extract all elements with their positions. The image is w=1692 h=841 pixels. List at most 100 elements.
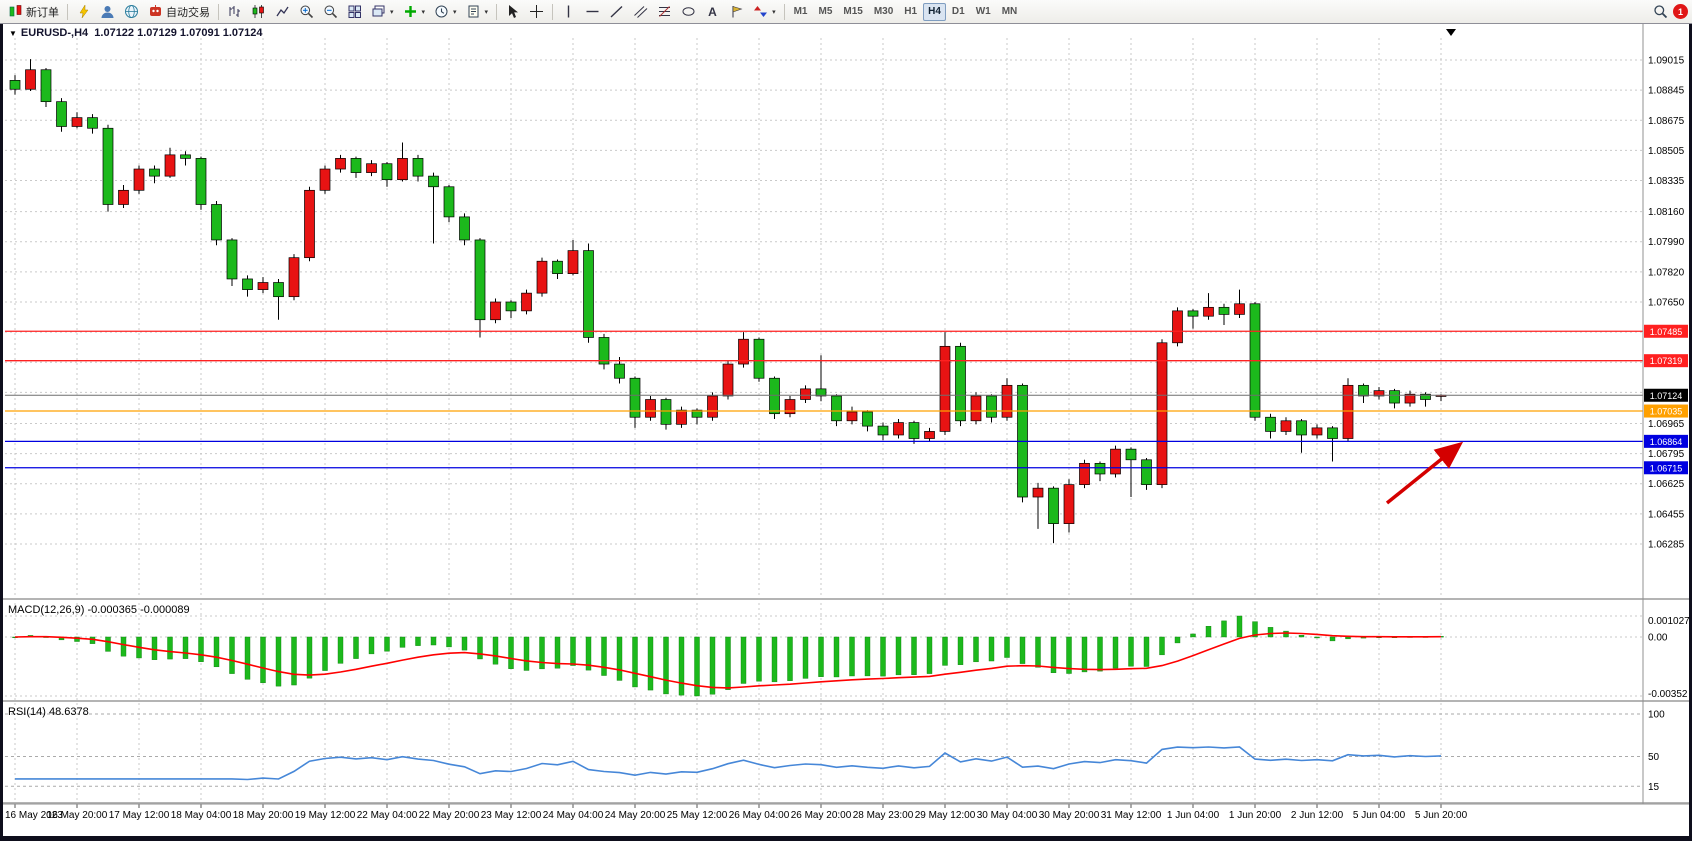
vertical-line-tool-button[interactable] bbox=[557, 2, 580, 22]
crosshair-tool-button[interactable] bbox=[525, 2, 548, 22]
separator bbox=[496, 3, 498, 20]
fibonacci-tool-button[interactable] bbox=[653, 2, 676, 22]
svg-text:MACD(12,26,9) -0.000365 -0.000: MACD(12,26,9) -0.000365 -0.000089 bbox=[8, 604, 190, 616]
svg-text:1.07319: 1.07319 bbox=[1650, 356, 1683, 366]
channel-tool-button[interactable] bbox=[629, 2, 652, 22]
arrow-annotation bbox=[1385, 441, 1464, 505]
text-label-tool-button[interactable] bbox=[725, 2, 748, 22]
templates-button[interactable]: ▾ bbox=[462, 2, 493, 22]
website-button[interactable] bbox=[120, 2, 143, 22]
timeframe-d1-button[interactable]: D1 bbox=[947, 3, 970, 21]
svg-text:-0.00352: -0.00352 bbox=[1648, 689, 1688, 700]
label-icon bbox=[732, 6, 743, 18]
chevron-down-icon: ▾ bbox=[390, 8, 394, 16]
cursor-tool-button[interactable] bbox=[501, 2, 524, 22]
svg-text:1.07650: 1.07650 bbox=[1648, 298, 1685, 309]
svg-text:22 May 04:00: 22 May 04:00 bbox=[357, 810, 418, 821]
zoom-out-icon bbox=[324, 5, 338, 19]
periods-button[interactable]: ▾ bbox=[430, 2, 461, 22]
svg-text:1.06864: 1.06864 bbox=[1650, 437, 1683, 447]
timeframe-m5-button[interactable]: M5 bbox=[813, 3, 837, 21]
cascade-windows-icon bbox=[372, 5, 385, 17]
community-button[interactable] bbox=[96, 2, 119, 22]
globe-icon bbox=[125, 5, 138, 18]
horizontal-line-tool-button[interactable] bbox=[581, 2, 604, 22]
svg-text:1.06625: 1.06625 bbox=[1648, 479, 1685, 490]
metaeditor-button[interactable] bbox=[72, 2, 95, 22]
svg-text:5 Jun 04:00: 5 Jun 04:00 bbox=[1353, 810, 1406, 821]
svg-text:RSI(14) 48.6378: RSI(14) 48.6378 bbox=[8, 706, 89, 718]
bar-chart-mode-button[interactable] bbox=[223, 2, 246, 22]
arrows-tool-button[interactable]: ▾ bbox=[749, 2, 780, 22]
svg-text:1.09015: 1.09015 bbox=[1648, 56, 1685, 67]
line-chart-mode-button[interactable] bbox=[271, 2, 294, 22]
svg-text:16 May 20:00: 16 May 20:00 bbox=[47, 810, 108, 821]
trendline-icon bbox=[610, 5, 623, 18]
svg-text:100: 100 bbox=[1648, 710, 1665, 721]
search-icon bbox=[1654, 5, 1668, 19]
autotrading-icon bbox=[150, 5, 161, 16]
separator bbox=[218, 3, 219, 20]
text-icon: A bbox=[708, 5, 717, 19]
svg-text:0.00: 0.00 bbox=[1648, 632, 1668, 643]
timeframe-group: M1 M5 M15 M30 H1 H4 D1 W1 MN bbox=[789, 2, 1023, 21]
svg-text:A: A bbox=[708, 5, 717, 19]
timeframe-mn-button[interactable]: MN bbox=[997, 3, 1023, 21]
zoom-in-icon bbox=[300, 5, 314, 19]
templates-icon bbox=[468, 5, 479, 18]
vertical-line-icon bbox=[567, 5, 570, 18]
chart-window: ▼ EURUSD-,H4 1.07122 1.07129 1.07091 1.07… bbox=[3, 24, 1690, 836]
timeframe-m1-button[interactable]: M1 bbox=[789, 3, 813, 21]
text-tool-button[interactable]: A bbox=[701, 2, 724, 22]
svg-text:18 May 04:00: 18 May 04:00 bbox=[171, 810, 232, 821]
arrows-icon bbox=[754, 6, 768, 17]
svg-text:1 Jun 04:00: 1 Jun 04:00 bbox=[1167, 810, 1220, 821]
notification-badge[interactable]: 1 bbox=[1673, 4, 1688, 19]
svg-text:1.07124: 1.07124 bbox=[1650, 391, 1683, 401]
chevron-down-icon: ▾ bbox=[772, 8, 776, 16]
user-icon bbox=[101, 6, 114, 18]
autotrading-label: 自动交易 bbox=[166, 6, 210, 19]
timeframe-m30-button[interactable]: M30 bbox=[869, 3, 898, 21]
svg-text:1.06285: 1.06285 bbox=[1648, 540, 1685, 551]
indicators-button[interactable]: ▾ bbox=[399, 2, 430, 22]
autotrading-button[interactable]: 自动交易 bbox=[144, 2, 214, 22]
candlestick-mode-button[interactable] bbox=[247, 2, 270, 22]
svg-text:30 May 20:00: 30 May 20:00 bbox=[1039, 810, 1100, 821]
svg-text:1 Jun 20:00: 1 Jun 20:00 bbox=[1229, 810, 1282, 821]
timeframe-m15-button[interactable]: M15 bbox=[838, 3, 867, 21]
shapes-icon bbox=[682, 7, 695, 16]
svg-text:28 May 23:00: 28 May 23:00 bbox=[853, 810, 914, 821]
timeframe-w1-button[interactable]: W1 bbox=[971, 3, 996, 21]
chevron-down-icon: ▾ bbox=[421, 8, 426, 16]
svg-text:1.08505: 1.08505 bbox=[1648, 146, 1685, 157]
channel-icon bbox=[634, 6, 648, 18]
svg-text:30 May 04:00: 30 May 04:00 bbox=[977, 810, 1038, 821]
svg-text:50: 50 bbox=[1648, 752, 1660, 763]
svg-text:1.07820: 1.07820 bbox=[1648, 267, 1685, 278]
svg-text:1.08675: 1.08675 bbox=[1648, 116, 1685, 127]
svg-text:1.06715: 1.06715 bbox=[1650, 463, 1683, 473]
svg-text:5 Jun 20:00: 5 Jun 20:00 bbox=[1415, 810, 1468, 821]
svg-text:0.001027: 0.001027 bbox=[1648, 616, 1689, 627]
svg-text:1.06965: 1.06965 bbox=[1648, 419, 1685, 430]
timeframe-h1-button[interactable]: H1 bbox=[899, 3, 922, 21]
trendline-tool-button[interactable] bbox=[605, 2, 628, 22]
svg-text:29 May 12:00: 29 May 12:00 bbox=[915, 810, 976, 821]
zoom-in-button[interactable] bbox=[295, 2, 318, 22]
horizontal-line-icon bbox=[586, 10, 599, 13]
zoom-out-button[interactable] bbox=[319, 2, 342, 22]
svg-text:16 May 2023: 16 May 2023 bbox=[5, 810, 63, 821]
line-chart-icon bbox=[276, 6, 289, 17]
tile-windows-icon bbox=[348, 5, 361, 18]
new-chart-button[interactable]: ▾ bbox=[367, 2, 398, 22]
timeframe-h4-button[interactable]: H4 bbox=[923, 2, 946, 21]
svg-text:25 May 12:00: 25 May 12:00 bbox=[667, 810, 728, 821]
svg-text:1.07990: 1.07990 bbox=[1648, 237, 1685, 248]
search-button[interactable] bbox=[1649, 2, 1672, 22]
new-order-button[interactable]: 新订单 bbox=[4, 2, 63, 22]
svg-text:2 Jun 12:00: 2 Jun 12:00 bbox=[1291, 810, 1344, 821]
shapes-tool-button[interactable] bbox=[677, 2, 700, 22]
tile-windows-button[interactable] bbox=[343, 2, 366, 22]
